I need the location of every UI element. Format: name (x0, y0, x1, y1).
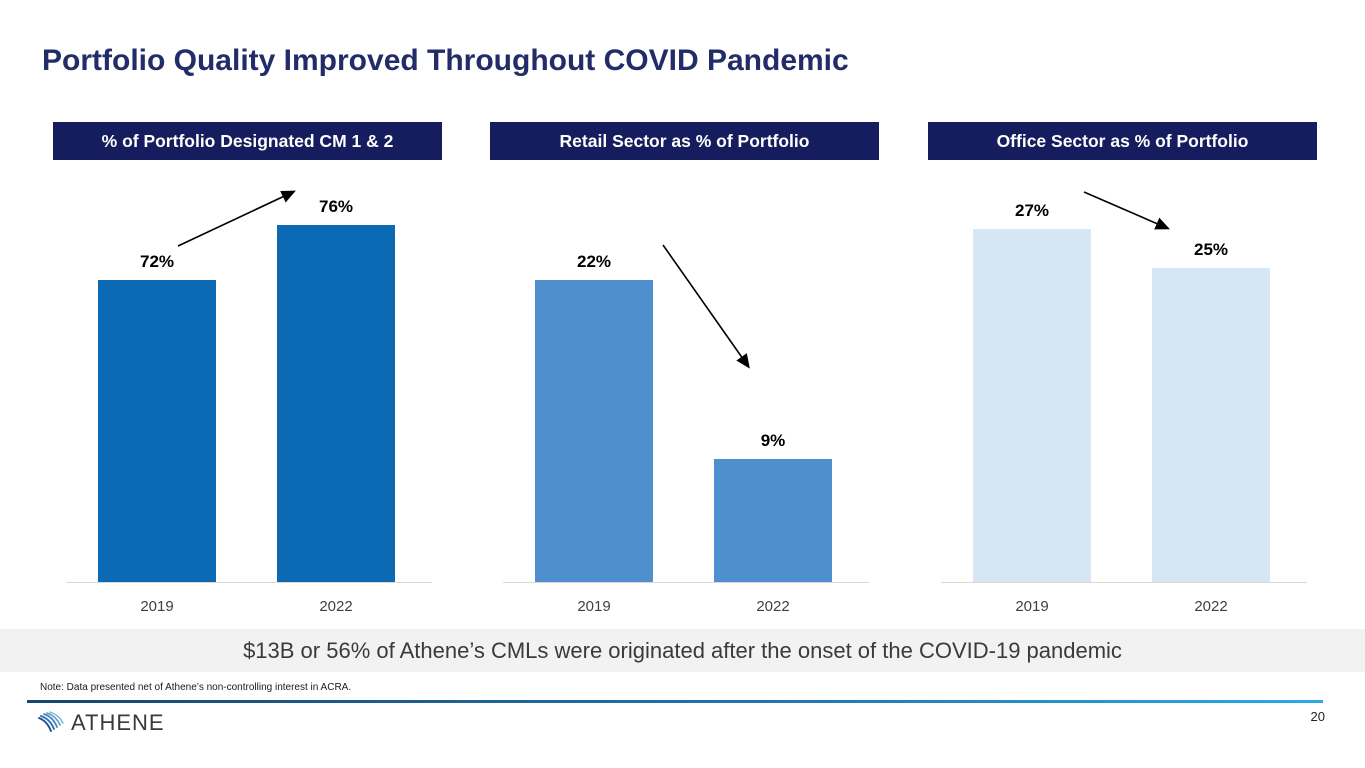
athene-logo: ATHENE (37, 709, 165, 737)
bar-group: 22% 2019 (535, 170, 653, 615)
bar (1152, 268, 1270, 583)
page-number: 20 (1310, 709, 1325, 724)
bar-group: 76% 2022 (277, 170, 395, 615)
bar-group: 9% 2022 (714, 170, 832, 615)
chart-header: % of Portfolio Designated CM 1 & 2 (53, 122, 442, 160)
category-label: 2019 (577, 598, 611, 615)
bar-group: 27% 2019 (973, 170, 1091, 615)
chart-panel-retail: Retail Sector as % of Portfolio 22% 2019… (490, 122, 879, 615)
category-label: 2019 (140, 598, 174, 615)
athene-fan-icon (38, 711, 64, 732)
chart-panel-cm1-2: % of Portfolio Designated CM 1 & 2 72% 2… (53, 122, 442, 615)
x-axis-line (941, 582, 1307, 583)
bar (98, 280, 216, 583)
bar-value-label: 25% (1193, 240, 1229, 259)
bar (973, 229, 1091, 583)
chart-plot: 27% 2019 25% 2022 (928, 170, 1317, 615)
bar-group: 25% 2022 (1152, 170, 1270, 615)
footnote: Note: Data presented net of Athene’s non… (40, 682, 352, 693)
bar (535, 280, 653, 583)
chart-header: Retail Sector as % of Portfolio (490, 122, 879, 160)
highlight-banner: $13B or 56% of Athene’s CMLs were origin… (0, 629, 1365, 672)
category-label: 2022 (756, 598, 790, 615)
bar-value-label: 22% (576, 252, 612, 271)
category-label: 2022 (1194, 598, 1228, 615)
chart-panel-office: Office Sector as % of Portfolio 27% 2019… (928, 122, 1317, 615)
category-label: 2019 (1015, 598, 1049, 615)
footer-gradient-rule (27, 700, 1323, 703)
bar-value-label: 27% (1014, 201, 1050, 220)
bar-value-label: 72% (139, 252, 175, 271)
chart-header: Office Sector as % of Portfolio (928, 122, 1317, 160)
bar-value-label: 76% (318, 197, 354, 216)
bar (277, 225, 395, 583)
category-label: 2022 (319, 598, 353, 615)
page-title: Portfolio Quality Improved Throughout CO… (42, 44, 849, 77)
x-axis-line (66, 582, 432, 583)
bar-value-label: 9% (760, 431, 786, 450)
bar (714, 459, 832, 583)
x-axis-line (503, 582, 869, 583)
athene-logo-text: ATHENE (71, 710, 165, 735)
chart-plot: 22% 2019 9% 2022 (490, 170, 879, 615)
chart-plot: 72% 2019 76% 2022 (53, 170, 442, 615)
bar-group: 72% 2019 (98, 170, 216, 615)
